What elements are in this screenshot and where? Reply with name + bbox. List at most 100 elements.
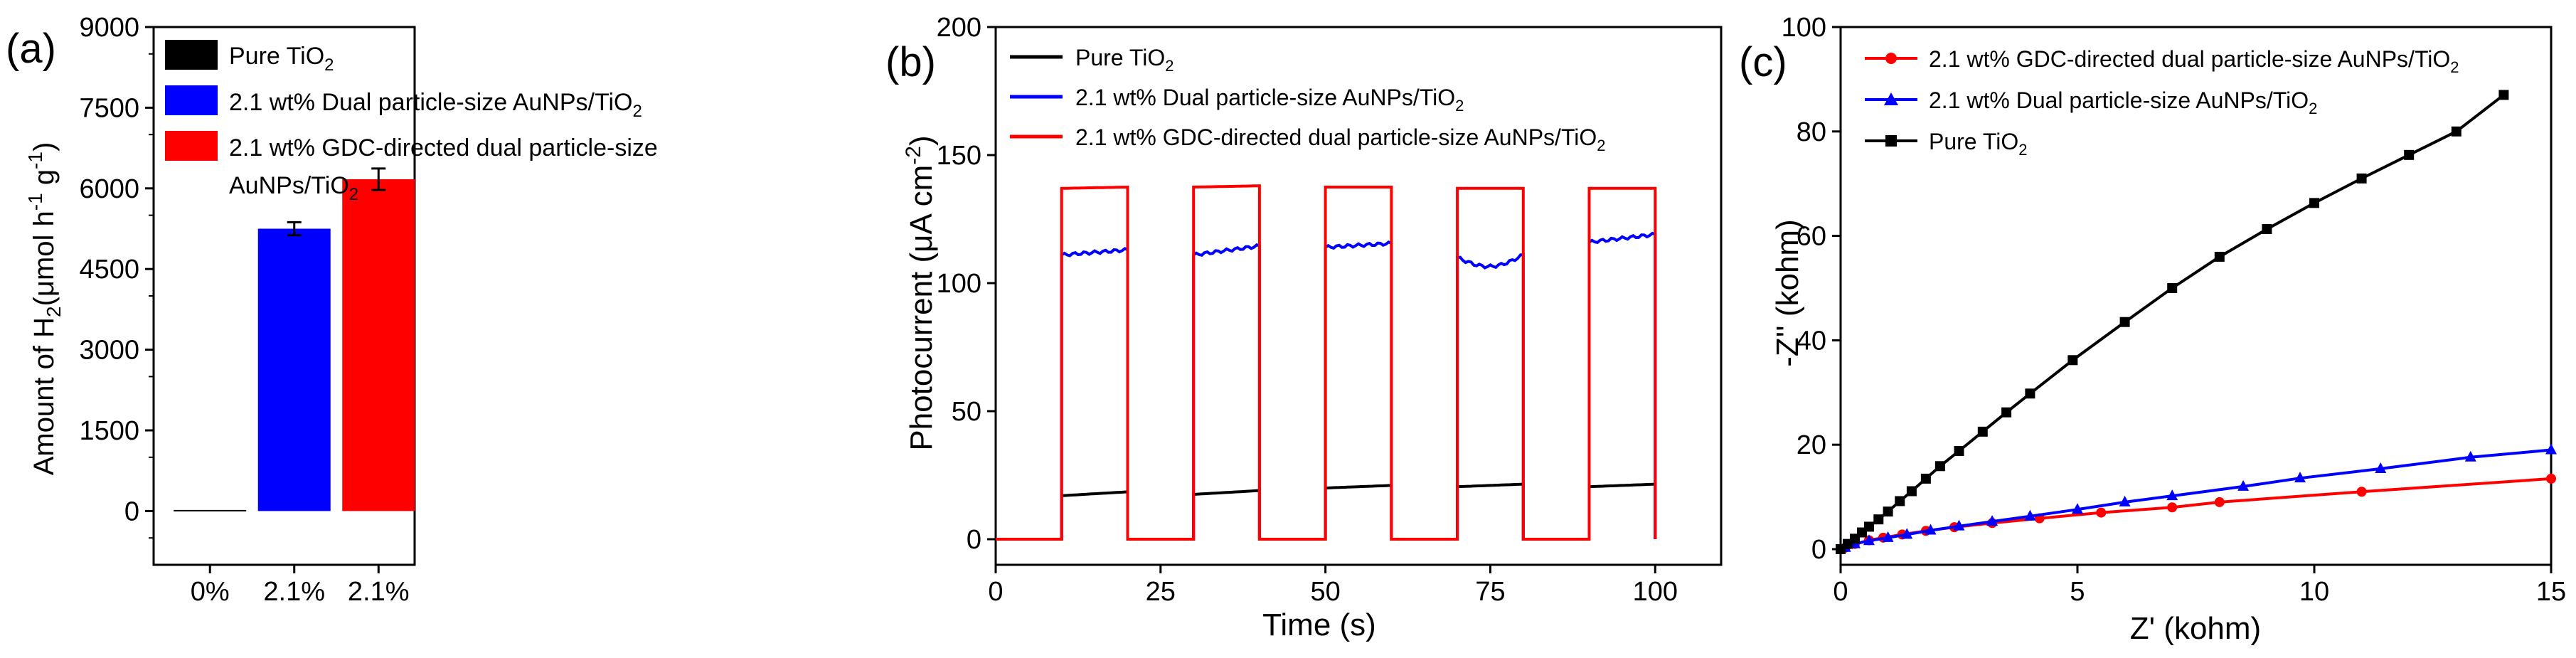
c-point-triangle <box>1986 515 1998 526</box>
a-x-tick-label: 2.1% <box>348 577 410 607</box>
c-point-square <box>2067 355 2078 366</box>
b-x-tick-label: 75 <box>1475 577 1505 607</box>
c-point-triangle <box>1901 528 1913 539</box>
c-legend-label-pure: Pure TiO2 <box>1929 129 2028 159</box>
c-point-triangle <box>2072 503 2083 514</box>
legend-swatch-pure <box>165 40 218 70</box>
panel-a-label: (a) <box>6 26 56 72</box>
c-point-square <box>2214 251 2225 262</box>
c-point-square <box>1873 514 1884 525</box>
c-legend-label-gdc: 2.1 wt% GDC-directed dual particle-size … <box>1929 46 2459 76</box>
c-point-circle <box>2167 502 2178 513</box>
c-point-square <box>2404 149 2415 160</box>
c-point-square <box>2262 224 2272 235</box>
c-point-square <box>2309 198 2319 208</box>
c-legend-label-dual: 2.1 wt% Dual particle-size AuNPs/TiO2 <box>1929 87 2317 117</box>
panel-b-line-chart: (b) Photocurrent (μA cm-2) Time (s) 0 50 1… <box>885 13 1723 642</box>
c-y-tick-label: 80 <box>1797 117 1826 147</box>
c-point-triangle <box>2166 489 2178 501</box>
panel-c-plot-area: 0 20 40 60 80 100 0 5 10 15 <box>1782 13 2567 607</box>
a-x-tick-label: 2.1% <box>263 577 325 607</box>
a-bar <box>342 179 415 511</box>
a-y-tick-label: 6000 <box>79 174 139 204</box>
a-y-tick-label: 4500 <box>79 255 139 285</box>
a-ylabel-sup2: -1 <box>24 152 46 169</box>
c-y-tick-label: 100 <box>1782 13 1826 43</box>
c-x-tick-label: 10 <box>2299 577 2329 607</box>
c-point-square <box>1920 473 1931 484</box>
c-point-square <box>1883 506 1893 517</box>
c-point-square <box>2119 317 2130 327</box>
c-point-square <box>1906 486 1917 497</box>
b-legend-label-pure: Pure TiO2 <box>1075 45 1174 75</box>
b-legend-label-dual: 2.1 wt% Dual particle-size AuNPs/TiO2 <box>1075 85 1464 115</box>
c-point-triangle <box>2024 509 2036 521</box>
svg-text:Amount of H2(μmol h-1 g-1): Amount of H2(μmol h-1 g-1) <box>24 142 65 476</box>
legend-label-gdc-line2: AuNPs/TiO2 <box>229 172 358 204</box>
c-point-square <box>1977 426 1988 437</box>
c-point-square <box>2451 126 2461 137</box>
a-bar <box>174 509 247 511</box>
a-y-tick-label: 1500 <box>79 416 139 446</box>
b-y-tick-label: 150 <box>937 141 981 171</box>
c-point-square <box>1954 445 1964 456</box>
panel-c-legend: 2.1 wt% GDC-directed dual particle-size … <box>1865 46 2459 159</box>
c-series-line <box>1844 477 2552 549</box>
b-x-tick-label: 50 <box>1310 577 1340 607</box>
b-x-tick-label: 100 <box>1633 577 1678 607</box>
c-point-square <box>2167 282 2178 293</box>
c-point-circle <box>2356 487 2367 497</box>
b-x-tick-label: 25 <box>1146 577 1176 607</box>
c-legend-marker-dual <box>1884 92 1898 105</box>
panel-a-y-axis-label: Amount of H2(μmol h-1 g-1) <box>24 142 65 476</box>
c-point-square <box>2001 407 2012 418</box>
panel-b-legend: Pure TiO2 2.1 wt% Dual particle-size AuN… <box>1010 45 1606 154</box>
b-axes-frame <box>994 26 1723 566</box>
b-legend-label-gdc: 2.1 wt% GDC-directed dual particle-size … <box>1075 124 1606 154</box>
a-ylabel-part-d: ) <box>28 142 60 152</box>
legend-swatch-gdc <box>165 131 218 161</box>
c-point-circle <box>2546 473 2556 484</box>
legend-label-gdc-line1: 2.1 wt% GDC-directed dual particle-size <box>229 134 658 161</box>
c-point-triangle <box>2545 443 2557 455</box>
c-point-triangle <box>2119 495 2131 506</box>
c-point-triangle <box>1882 531 1894 542</box>
c-series-line <box>1844 448 2552 549</box>
a-ylabel-part-b: (μmol h <box>28 211 60 306</box>
a-x-tick-label: 0% <box>191 577 230 607</box>
c-series-line <box>1839 93 2505 551</box>
c-point-square <box>2025 388 2035 399</box>
panel-c-scatter-chart: (c) -Z'' (kohm) Z' (kohm) 0 20 40 60 80 100 0 5… <box>1739 13 2566 646</box>
panel-b-label: (b) <box>885 39 936 85</box>
a-bar <box>257 228 331 511</box>
c-point-square <box>2356 173 2367 184</box>
a-y-tick-label: 9000 <box>79 13 139 43</box>
c-point-circle <box>2214 497 2225 507</box>
a-y-tick-label: 7500 <box>79 93 139 123</box>
a-ylabel-part-a: Amount of H <box>28 317 60 475</box>
c-point-triangle <box>2375 462 2387 473</box>
panel-b-plot-area: 0 50 100 150 200 0 25 50 75 100 <box>937 13 1723 607</box>
b-y-tick-label: 100 <box>937 269 981 299</box>
b-series-line <box>996 231 1657 541</box>
c-point-triangle <box>2294 472 2306 483</box>
c-x-tick-label: 5 <box>2070 577 2085 607</box>
c-y-tick-label: 20 <box>1797 430 1826 460</box>
legend-label-pure: Pure TiO2 <box>229 43 334 75</box>
panel-c-label: (c) <box>1739 39 1787 85</box>
svg-text:Photocurrent (μA cm-2): Photocurrent (μA cm-2) <box>902 135 939 450</box>
c-point-square <box>2498 90 2509 100</box>
svg-text:-Z'' (kohm): -Z'' (kohm) <box>1770 219 1805 366</box>
a-ylabel-sup1: -1 <box>24 193 46 211</box>
c-point-triangle <box>1863 534 1875 546</box>
c-point-square <box>1895 496 1905 506</box>
legend-label-dual: 2.1 wt% Dual particle-size AuNPs/TiO2 <box>229 89 642 121</box>
b-y-tick-label: 0 <box>967 525 981 555</box>
panel-a-plot-area: 0 1500 3000 4500 6000 7500 9000 0% 2.1% 2.1% <box>79 13 416 607</box>
c-point-triangle <box>2464 450 2476 462</box>
panel-b-y-axis-label: Photocurrent (μA cm-2) <box>902 135 939 450</box>
a-ylabel-sub: 2 <box>43 306 65 317</box>
a-y-tick-label: 0 <box>124 497 139 526</box>
a-ylabel-part-c: g <box>28 169 60 193</box>
